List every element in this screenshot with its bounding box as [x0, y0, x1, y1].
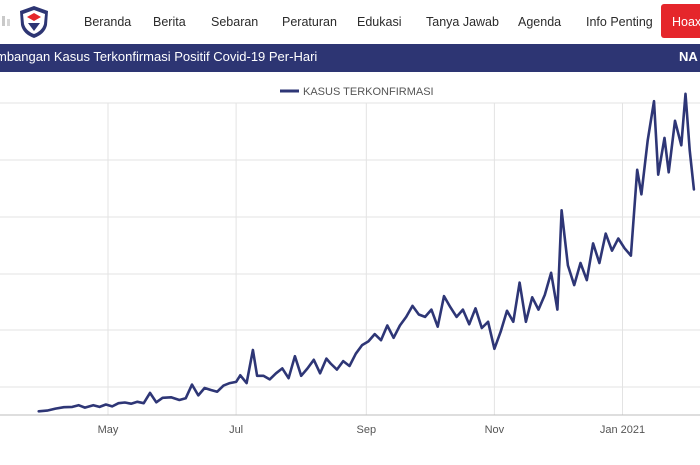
nav-item-berita[interactable]: Berita: [153, 15, 186, 29]
nav-item-info-penting[interactable]: Info Penting: [586, 15, 653, 29]
bnpb-logo-icon[interactable]: [18, 5, 50, 39]
chart-title-banner: mbangan Kasus Terkonfirmasi Positif Covi…: [0, 44, 700, 72]
nav-item-sebaran[interactable]: Sebaran: [211, 15, 259, 29]
sub-logo-icon: [2, 16, 10, 26]
vertical-gridlines: [107, 103, 623, 415]
series-line-kasus-terkonfirmasi: [37, 92, 696, 413]
x-tick-label: Sep: [357, 424, 377, 436]
horizontal-gridlines: [0, 102, 700, 388]
x-tick-label: Nov: [485, 424, 505, 436]
nav-item-agenda[interactable]: Agenda: [518, 15, 562, 29]
x-axis-ticks: May Jul Sep Nov Jan 2021: [98, 424, 646, 436]
nav-item-tanya-jawab[interactable]: Tanya Jawab: [426, 15, 499, 29]
x-tick-label: May: [98, 424, 119, 436]
top-navbar: Beranda Berita Sebaran Peraturan Edukasi…: [0, 0, 700, 44]
x-tick-label: Jan 2021: [600, 424, 645, 436]
chart-title: mbangan Kasus Terkonfirmasi Positif Covi…: [0, 49, 318, 64]
x-tick-label: Jul: [229, 424, 243, 436]
nav-item-beranda[interactable]: Beranda: [84, 15, 132, 29]
nav-item-peraturan[interactable]: Peraturan: [282, 15, 337, 29]
nav-item-edukasi[interactable]: Edukasi: [357, 15, 402, 29]
hoax-button[interactable]: Hoax: [661, 4, 700, 38]
chart-legend[interactable]: KASUS TERKONFIRMASI: [280, 86, 434, 98]
region-label[interactable]: NA: [679, 49, 698, 64]
daily-cases-chart: KASUS TERKONFIRMASI May Jul Sep Nov Jan 2021: [0, 86, 700, 436]
legend-label: KASUS TERKONFIRMASI: [303, 86, 434, 98]
